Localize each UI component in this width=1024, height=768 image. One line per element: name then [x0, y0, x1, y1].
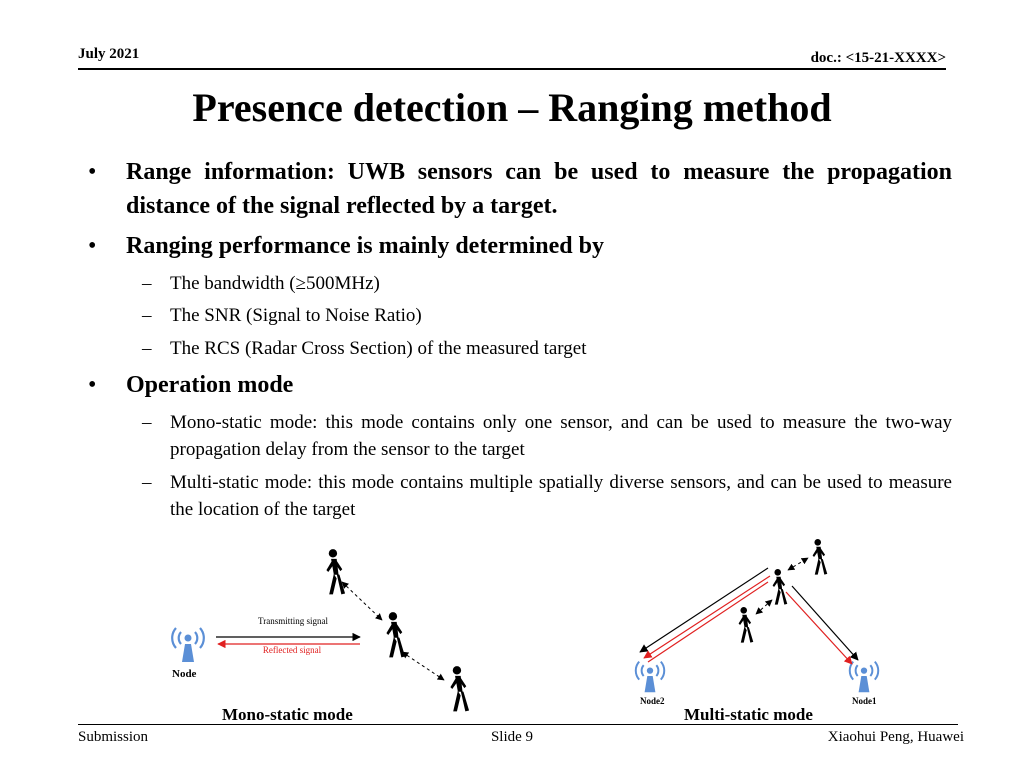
node-label: Node	[172, 668, 197, 680]
bullet-marker: •	[88, 372, 97, 398]
sub-bullet-text: The SNR (Signal to Noise Ratio)	[170, 305, 422, 326]
signal-line	[639, 567, 769, 653]
person-icon	[326, 549, 346, 595]
header-doc-number: doc.: <15-21-XXXX>	[810, 50, 946, 66]
antenna-icon	[170, 626, 206, 664]
movement-path	[341, 581, 383, 621]
mono-static-caption: Mono-static mode	[222, 705, 353, 724]
footer-divider	[78, 724, 958, 725]
movement-path	[787, 557, 809, 571]
dash-marker: –	[142, 273, 152, 294]
footer-slide-number: Slide 9	[490, 729, 534, 745]
sub-bullet-mono-static: – Mono-static mode: this mode contains o…	[142, 409, 952, 463]
sub-bullet-snr: – The SNR (Signal to Noise Ratio)	[142, 302, 952, 329]
movement-path	[401, 651, 445, 681]
transmitting-signal-label: Transmitting signal	[258, 616, 328, 626]
dash-marker: –	[142, 412, 152, 433]
bullet-text: Ranging performance is mainly determined…	[126, 233, 604, 259]
sub-bullet-bandwidth: – The bandwidth (≥500MHz)	[142, 270, 952, 297]
node1-label: Node1	[852, 696, 877, 706]
person-icon	[738, 607, 754, 643]
dash-marker: –	[142, 472, 152, 493]
sub-bullet-text: The bandwidth (≥500MHz)	[170, 273, 380, 294]
person-icon	[772, 569, 788, 605]
sub-bullet-text: Multi-static mode: this mode contains mu…	[170, 472, 952, 520]
reflected-line	[643, 575, 771, 659]
multi-static-diagram	[634, 539, 880, 694]
sub-bullet-text: Mono-static mode: this mode contains onl…	[170, 412, 952, 460]
sub-bullet-multi-static: – Multi-static mode: this mode contains …	[142, 469, 952, 523]
bullet-operation-mode: • Operation mode	[88, 368, 952, 402]
person-icon	[450, 666, 470, 712]
footer-author: Xiaohui Peng, Huawei	[827, 729, 964, 745]
antenna-icon	[848, 660, 880, 694]
signal-line	[791, 585, 859, 661]
sub-bullet-rcs: – The RCS (Radar Cross Section) of the m…	[142, 335, 952, 362]
sub-bullet-text: The RCS (Radar Cross Section) of the mea…	[170, 338, 587, 359]
antenna-icon	[634, 660, 666, 694]
footer-submission: Submission	[78, 729, 149, 745]
bullet-text: Operation mode	[126, 372, 294, 398]
movement-path	[755, 599, 773, 615]
bullet-ranging-performance: • Ranging performance is mainly determin…	[88, 229, 952, 263]
node2-label: Node2	[640, 696, 665, 706]
person-icon	[386, 612, 406, 658]
bullet-marker: •	[88, 159, 97, 185]
bullet-marker: •	[88, 233, 97, 259]
mono-static-diagram	[170, 549, 470, 712]
reflected-line	[647, 581, 769, 663]
dash-marker: –	[142, 305, 152, 326]
bullet-range-information: • Range information: UWB sensors can be …	[88, 155, 952, 223]
bullet-text: Range information: UWB sensors can be us…	[126, 159, 952, 219]
reflected-signal-label: Reflected signal	[262, 645, 322, 655]
header-date: July 2021	[78, 46, 140, 62]
slide-title: Presence detection – Ranging method	[192, 85, 832, 130]
dash-marker: –	[142, 338, 152, 359]
person-icon	[812, 539, 828, 575]
reflected-line	[785, 591, 853, 665]
multi-static-caption: Multi-static mode	[684, 705, 813, 724]
header-divider	[78, 68, 946, 70]
